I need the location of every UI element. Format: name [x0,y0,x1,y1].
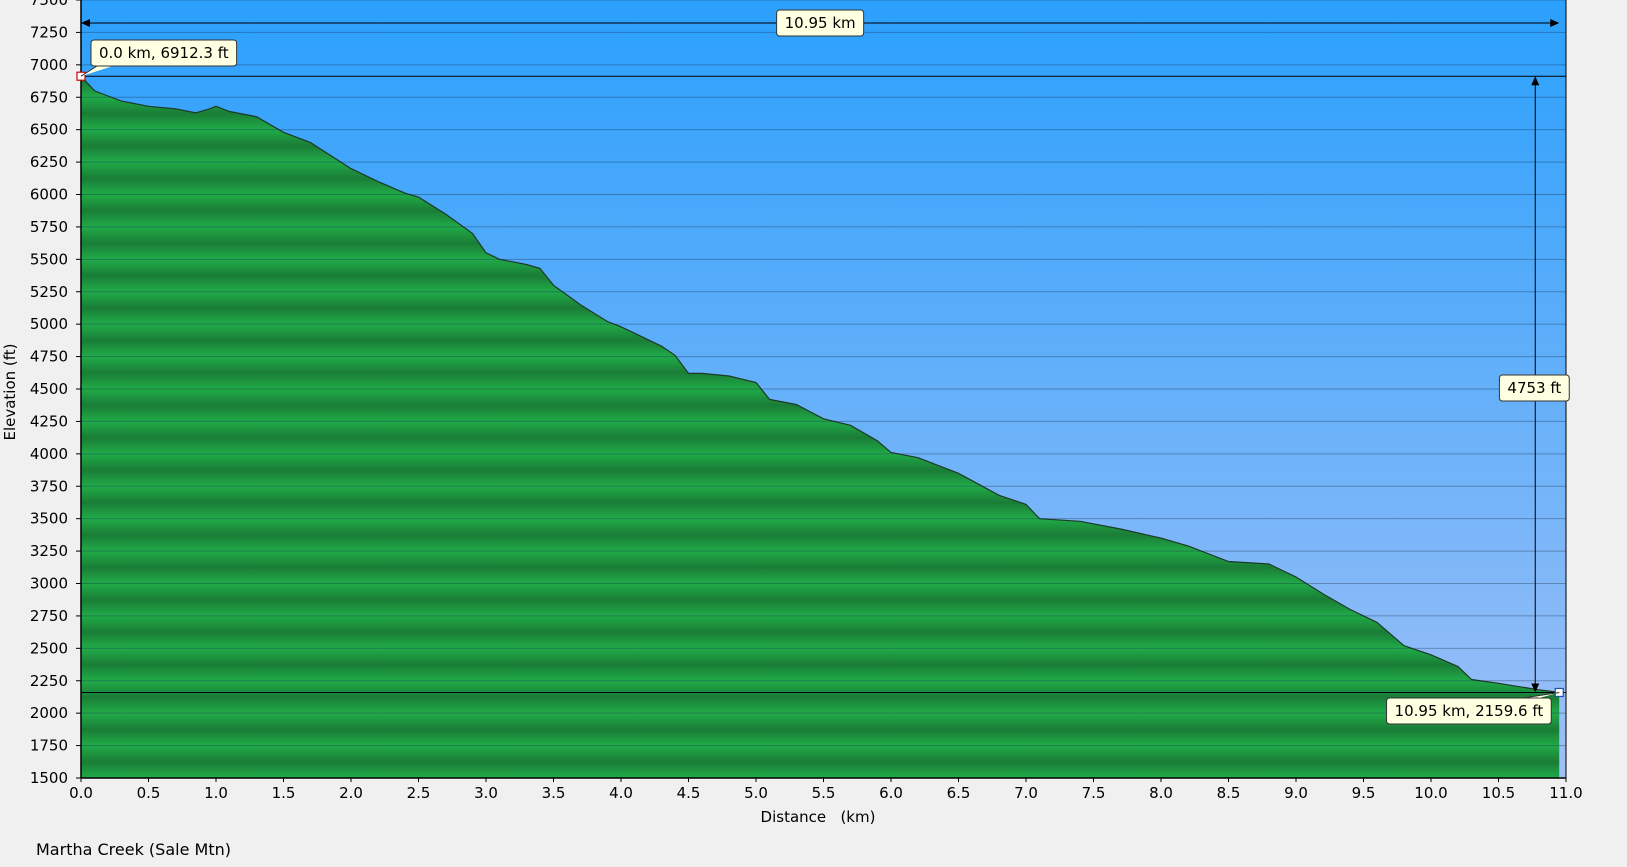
x-tick-label: 7.5 [1082,784,1106,802]
distance-callout: 10.95 km [776,9,865,37]
x-tick-label: 6.0 [879,784,903,802]
end-callout-box [1386,697,1552,725]
y-tick-label: 4500 [30,380,68,398]
elevation-change-callout: 4753 ft [1498,374,1570,402]
terrain-band [81,713,1560,746]
x-tick-label: 8.0 [1149,784,1173,802]
y-tick-label: 3500 [30,510,68,528]
x-tick-label: 7.0 [1014,784,1038,802]
elevation-change-callout-text: 4753 ft [1507,379,1561,397]
x-tick-label: 11.0 [1549,784,1582,802]
terrain-band [81,680,1560,714]
y-tick-label: 4250 [30,412,68,430]
x-tick-label: 1.5 [272,784,296,802]
x-tick-labels: 0.0 0.5 1.0 1.5 2.0 2.5 3.0 3.5 4.0 4.5 5.0 5.5 6.0 6… [69,778,1583,802]
y-tick-label: 1750 [30,737,68,755]
y-tick-label: 6750 [30,88,68,106]
track-title: Martha Creek (Sale Mtn) [36,840,231,859]
terrain-band [81,583,1560,616]
y-tick-label: 5750 [30,218,68,236]
grid-lines [81,0,1566,779]
arrowhead [1550,19,1560,27]
x-tick-label: 1.0 [204,784,228,802]
x-tick-label: 3.5 [542,784,566,802]
terrain-band [81,615,1560,649]
y-tick-label: 6000 [30,186,68,204]
distance-callout-box [776,9,865,37]
elevation-change-callout-box [1498,374,1570,402]
arrowhead [81,19,90,27]
y-tick-label: 7000 [30,56,68,74]
x-tick-label: 10.0 [1414,784,1447,802]
y-tick-label: 1500 [30,769,68,787]
terrain-band [81,745,1560,778]
x-tick-label: 2.0 [339,784,363,802]
x-tick-label: 10.5 [1482,784,1515,802]
x-tick-label: 4.0 [609,784,633,802]
x-tick-label: 8.5 [1217,784,1241,802]
distance-callout-text: 10.95 km [785,14,856,32]
x-tick-label: 0.0 [69,784,93,802]
y-tick-label: 2500 [30,639,68,657]
end-callout-pointer [1523,691,1560,699]
y-axis-title: Elevation (ft) [1,343,19,440]
x-tick-label: 2.5 [407,784,431,802]
y-tick-label: 6500 [30,121,68,139]
arrowhead [1531,683,1540,693]
x-tick-label: 5.5 [812,784,836,802]
y-tick-label: 3000 [30,575,68,593]
y-tick-label: 4000 [30,445,68,463]
terrain-band [81,648,1560,681]
start-callout: 0.0 km, 6912.3 ft [80,39,238,77]
arrowhead [1531,76,1540,86]
callouts: 0.0 km, 6912.3 ft 10.95 km 4753 ft 10.95 km… [80,9,1570,725]
x-tick-label: 3.0 [474,784,498,802]
x-tick-label: 6.5 [947,784,971,802]
y-tick-label: 5000 [30,315,68,333]
y-tick-label: 3250 [30,542,68,560]
x-tick-label: 9.5 [1352,784,1376,802]
elevation-line [80,75,1560,693]
y-tick-label: 5250 [30,283,68,301]
x-tick-label: 9.0 [1284,784,1308,802]
y-tick-label: 2250 [30,672,68,690]
y-tick-label: 7250 [30,23,68,41]
x-tick-label: 5.0 [744,784,768,802]
x-tick-label: 4.5 [677,784,701,802]
y-tick-label: 5500 [30,250,68,268]
start-callout-pointer [80,65,113,77]
y-tick-label: 3750 [30,477,68,495]
y-tick-label: 7500 [30,0,68,9]
start-callout-box [90,39,238,67]
start-callout-text: 0.0 km, 6912.3 ft [99,44,229,62]
y-tick-labels: 1500 1750 2000 2250 2500 2750 3000 3250 3500 3750… [30,0,81,787]
x-axis-title: Distance (km) [761,808,876,826]
y-tick-label: 2000 [30,704,68,722]
y-tick-label: 6250 [30,153,68,171]
y-tick-label: 2750 [30,607,68,625]
y-tick-label: 4750 [30,348,68,366]
x-tick-label: 0.5 [137,784,161,802]
end-callout-text: 10.95 km, 2159.6 ft [1395,702,1544,720]
end-callout: 10.95 km, 2159.6 ft [1386,691,1560,725]
